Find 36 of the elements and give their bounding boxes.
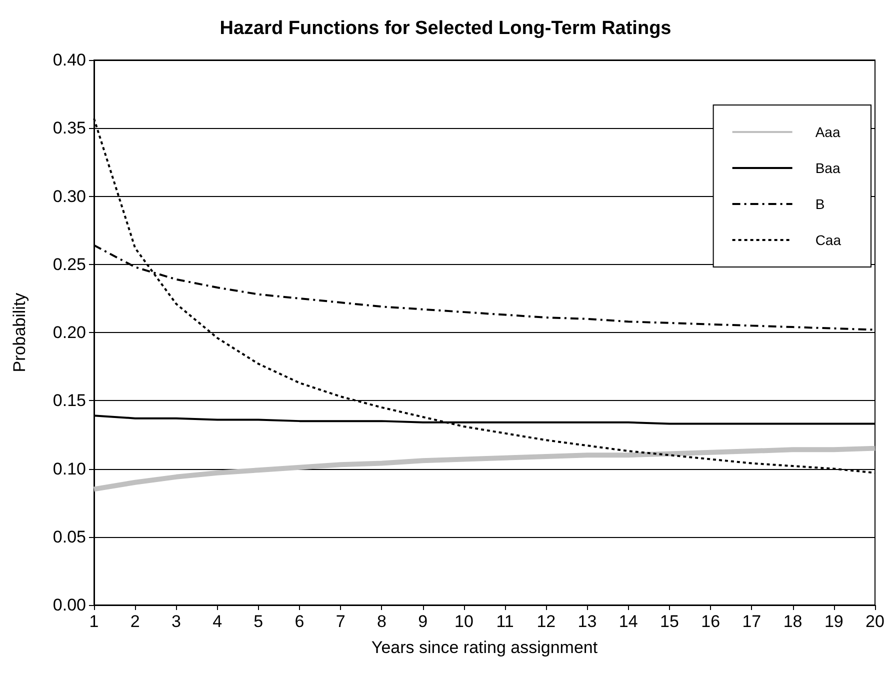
x-tick-label: 3: [171, 612, 181, 631]
x-tick-label: 6: [294, 612, 304, 631]
y-tick-label: 0.05: [52, 527, 86, 546]
x-tick-label: 7: [336, 612, 346, 631]
y-tick-label: 0.10: [52, 459, 86, 478]
legend-label: Aaa: [815, 124, 840, 140]
x-tick-label: 8: [377, 612, 386, 631]
x-tick-label: 13: [578, 612, 597, 631]
x-tick-label: 5: [254, 612, 264, 631]
x-tick-label: 2: [130, 612, 140, 631]
x-tick-label: 20: [866, 612, 884, 631]
y-tick-label: 0.35: [52, 118, 86, 138]
legend-label: Caa: [815, 232, 842, 248]
y-tick-label: 0.15: [52, 391, 86, 410]
chart-title: Hazard Functions for Selected Long-Term Ratings: [220, 18, 672, 39]
x-tick-label: 17: [742, 612, 762, 631]
y-tick-label: 0.40: [52, 50, 86, 70]
x-tick-label: 12: [536, 612, 556, 631]
legend-label: Baa: [815, 160, 840, 176]
x-tick-label: 11: [496, 612, 514, 631]
legend-label: B: [815, 196, 825, 212]
y-axis-title: Probability: [10, 292, 29, 372]
x-tick-label: 10: [454, 612, 474, 631]
x-tick-label: 19: [824, 612, 844, 631]
x-axis-title: Years since rating assignment: [371, 638, 598, 657]
y-tick-label: 0.20: [52, 323, 86, 342]
x-tick-label: 4: [212, 612, 222, 631]
y-tick-label: 0.25: [52, 254, 86, 274]
x-tick-label: 18: [783, 612, 802, 631]
x-tick-label: 16: [701, 612, 720, 631]
x-tick-label: 1: [89, 612, 99, 631]
y-tick-label: 0.30: [52, 186, 86, 206]
x-tick-label: 15: [660, 612, 679, 631]
x-tick-label: 14: [618, 612, 638, 631]
x-tick-label: 9: [418, 612, 428, 631]
y-tick-label: 0.00: [52, 596, 86, 614]
